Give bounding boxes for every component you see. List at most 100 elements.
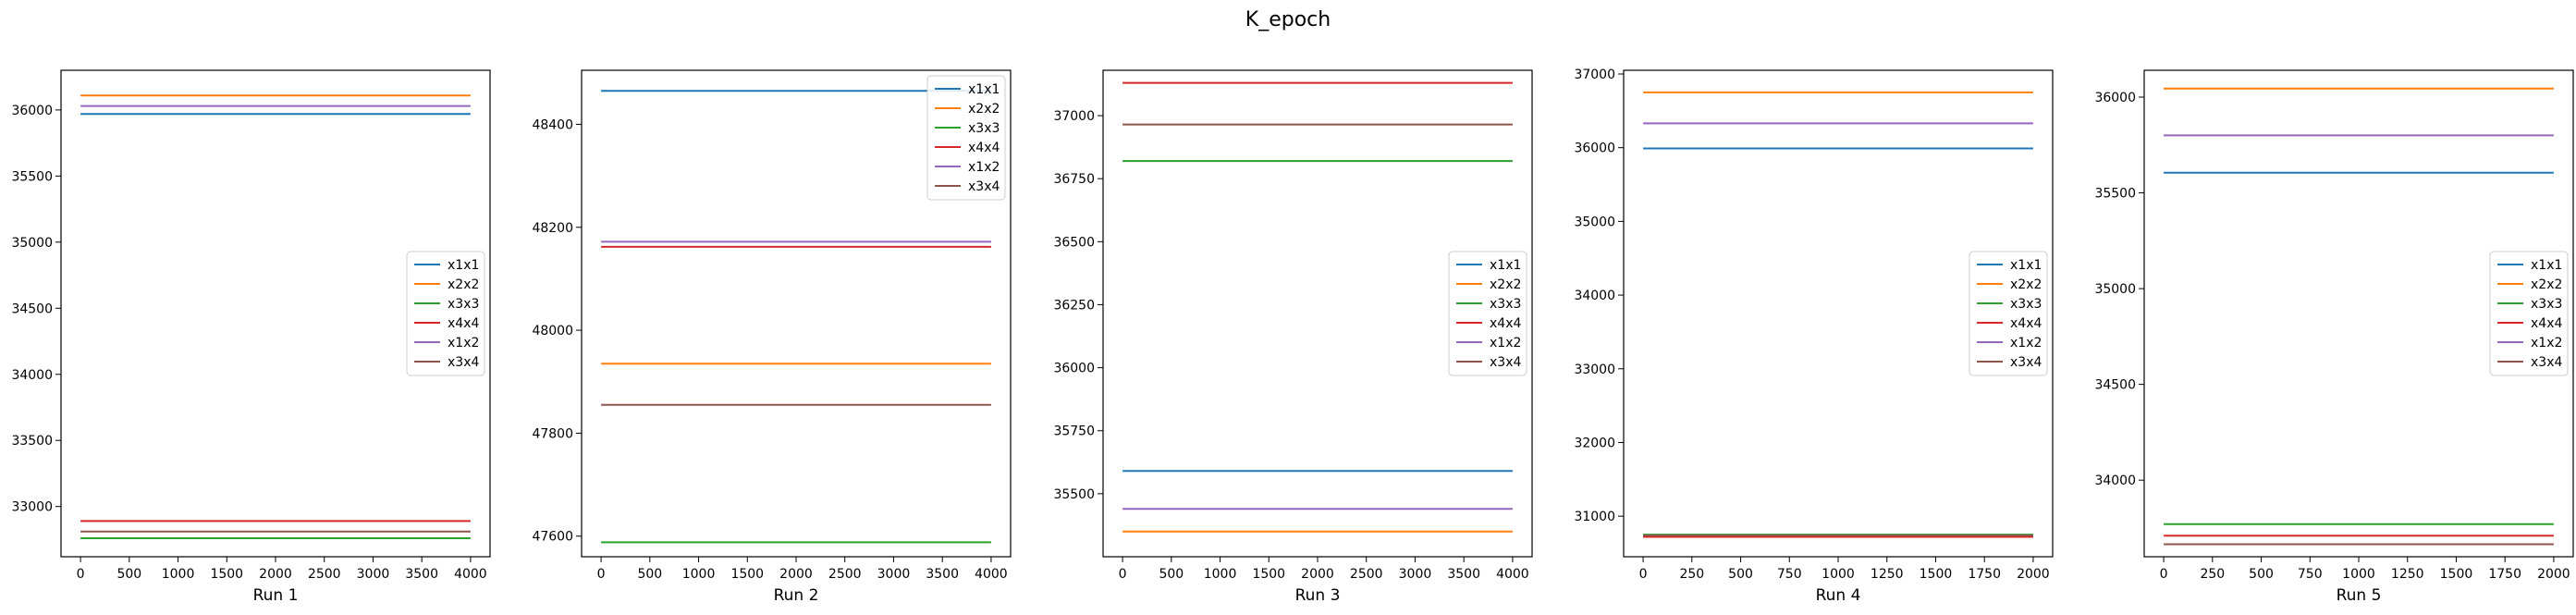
x-tick-label: 2500 — [1350, 567, 1383, 582]
x-tick-label: 2500 — [828, 567, 862, 582]
x-tick-label: 500 — [637, 567, 662, 582]
x-tick-label: 4000 — [975, 567, 1008, 582]
legend-label-x1x1: x1x1 — [968, 82, 1000, 97]
legend-box — [1969, 251, 2048, 376]
subplot-4: 0 250 500 750 1000 1250 1500 1750 2000 31000 32000… — [1574, 68, 2054, 605]
x-tick-label: 0 — [77, 567, 85, 582]
x-tick-label: 1000 — [162, 567, 195, 582]
x-tick-label: 1250 — [2391, 567, 2424, 582]
subplot-5: 0 250 500 750 1000 1250 1500 1750 2000 34000 34500… — [2094, 69, 2574, 605]
x-axis-label: Run 2 — [774, 586, 819, 605]
x-tick-label: 0 — [2160, 567, 2168, 582]
y-tick-label: 36000 — [1574, 141, 1615, 156]
y-tick-label: 48400 — [532, 117, 573, 132]
subplot-3: 0 500 1000 1500 2000 2500 3000 3500 4000 35500 357… — [1053, 69, 1533, 605]
legend: x1x1 x2x2 x3x3 x4x4 x1x2 x3x4 — [1969, 251, 2048, 376]
x-tick-label: 2500 — [308, 567, 341, 582]
x-tick-label: 1000 — [2342, 567, 2375, 582]
x-tick-label: 1500 — [210, 567, 243, 582]
y-tick-label: 34500 — [2094, 378, 2136, 393]
y-tick-label: 48200 — [532, 221, 573, 236]
x-tick-label: 250 — [2200, 567, 2225, 582]
x-tick-label: 1000 — [1204, 567, 1237, 582]
y-tick-label: 34000 — [11, 368, 53, 383]
legend: x1x1 x2x2 x3x3 x4x4 x1x2 x3x4 — [926, 75, 1006, 201]
y-tick-label: 35000 — [2094, 282, 2136, 297]
legend-label-x3x4: x3x4 — [2010, 355, 2042, 370]
x-tick-label: 3000 — [357, 567, 390, 582]
x-tick-label: 1500 — [2440, 567, 2473, 582]
x-tick-label: 0 — [1639, 567, 1648, 582]
x-tick-label: 500 — [2249, 567, 2274, 582]
x-tick-label: 4000 — [1496, 567, 1529, 582]
x-tick-label: 3000 — [877, 567, 911, 582]
legend-label-x2x2: x2x2 — [448, 277, 479, 292]
x-tick-label: 1250 — [1871, 567, 1904, 582]
legend-label-x4x4: x4x4 — [968, 141, 1000, 155]
legend-label-x3x3: x3x3 — [2531, 297, 2562, 312]
x-tick-label: 1500 — [1920, 567, 1953, 582]
legend-label-x2x2: x2x2 — [2010, 277, 2042, 292]
y-tick-label: 35000 — [11, 236, 53, 251]
y-tick-label: 33000 — [11, 500, 53, 515]
subplot-1: 0 500 1000 1500 2000 2500 3000 3500 4000 33000 335… — [11, 69, 491, 605]
y-tick-label: 36000 — [11, 104, 53, 118]
x-tick-label: 1750 — [2488, 567, 2521, 582]
x-tick-label: 500 — [117, 567, 141, 582]
x-tick-label: 2000 — [2537, 567, 2570, 582]
legend-box — [2489, 251, 2569, 376]
legend-box — [406, 251, 485, 376]
legend-label-x4x4: x4x4 — [2531, 316, 2562, 331]
x-tick-label: 0 — [597, 567, 606, 582]
legend-label-x1x2: x1x2 — [448, 336, 479, 351]
x-tick-label: 1000 — [682, 567, 716, 582]
legend: x1x1 x2x2 x3x3 x4x4 x1x2 x3x4 — [1448, 251, 1527, 376]
figure-suptitle: K_epoch — [1245, 8, 1331, 31]
legend-label-x3x4: x3x4 — [2531, 355, 2562, 370]
y-tick-label: 35500 — [1053, 487, 1095, 502]
legend-label-x3x4: x3x4 — [448, 355, 479, 370]
y-tick-label: 36250 — [1053, 298, 1095, 313]
y-tick-label: 35500 — [2094, 187, 2136, 202]
y-tick-label: 35750 — [1053, 424, 1095, 439]
legend-label-x4x4: x4x4 — [2010, 316, 2042, 331]
y-tick-label: 48000 — [532, 324, 573, 338]
x-tick-label: 750 — [2298, 567, 2323, 582]
legend-label-x2x2: x2x2 — [968, 102, 1000, 117]
legend-box — [926, 75, 1006, 201]
x-axis-label: Run 1 — [253, 586, 299, 605]
x-tick-label: 2000 — [779, 567, 813, 582]
y-tick-label: 34000 — [2094, 474, 2136, 488]
x-axis-label: Run 4 — [1816, 586, 1861, 605]
x-tick-label: 3000 — [1399, 567, 1432, 582]
legend-label-x1x1: x1x1 — [2010, 258, 2042, 273]
legend-label-x4x4: x4x4 — [1490, 316, 1521, 331]
y-tick-label: 33000 — [1574, 363, 1615, 377]
y-tick-label: 36000 — [2094, 91, 2136, 105]
y-tick-label: 37000 — [1574, 68, 1615, 82]
legend-label-x1x2: x1x2 — [968, 160, 1000, 175]
y-tick-label: 35000 — [1574, 215, 1615, 229]
x-tick-label: 1500 — [730, 567, 764, 582]
legend: x1x1 x2x2 x3x3 x4x4 x1x2 x3x4 — [406, 251, 485, 376]
x-tick-label: 500 — [1159, 567, 1184, 582]
y-tick-label: 37000 — [1053, 109, 1095, 124]
legend-label-x1x1: x1x1 — [1490, 258, 1521, 273]
y-tick-label: 36750 — [1053, 172, 1095, 187]
y-tick-label: 35500 — [11, 169, 53, 184]
y-tick-label: 33500 — [11, 434, 53, 449]
y-tick-label: 31000 — [1574, 510, 1615, 524]
y-tick-label: 32000 — [1574, 436, 1615, 450]
legend-label-x3x4: x3x4 — [1490, 355, 1521, 370]
legend-label-x2x2: x2x2 — [2531, 277, 2562, 292]
legend-label-x1x2: x1x2 — [2531, 336, 2562, 351]
legend-label-x4x4: x4x4 — [448, 316, 479, 331]
y-tick-label: 47800 — [532, 426, 573, 441]
legend-label-x3x3: x3x3 — [1490, 297, 1521, 312]
legend-label-x3x3: x3x3 — [968, 121, 1000, 136]
x-tick-label: 0 — [1119, 567, 1127, 582]
subplot-2: 0 500 1000 1500 2000 2500 3000 3500 4000 47600 478… — [532, 69, 1012, 605]
legend: x1x1 x2x2 x3x3 x4x4 x1x2 x3x4 — [2489, 251, 2569, 376]
